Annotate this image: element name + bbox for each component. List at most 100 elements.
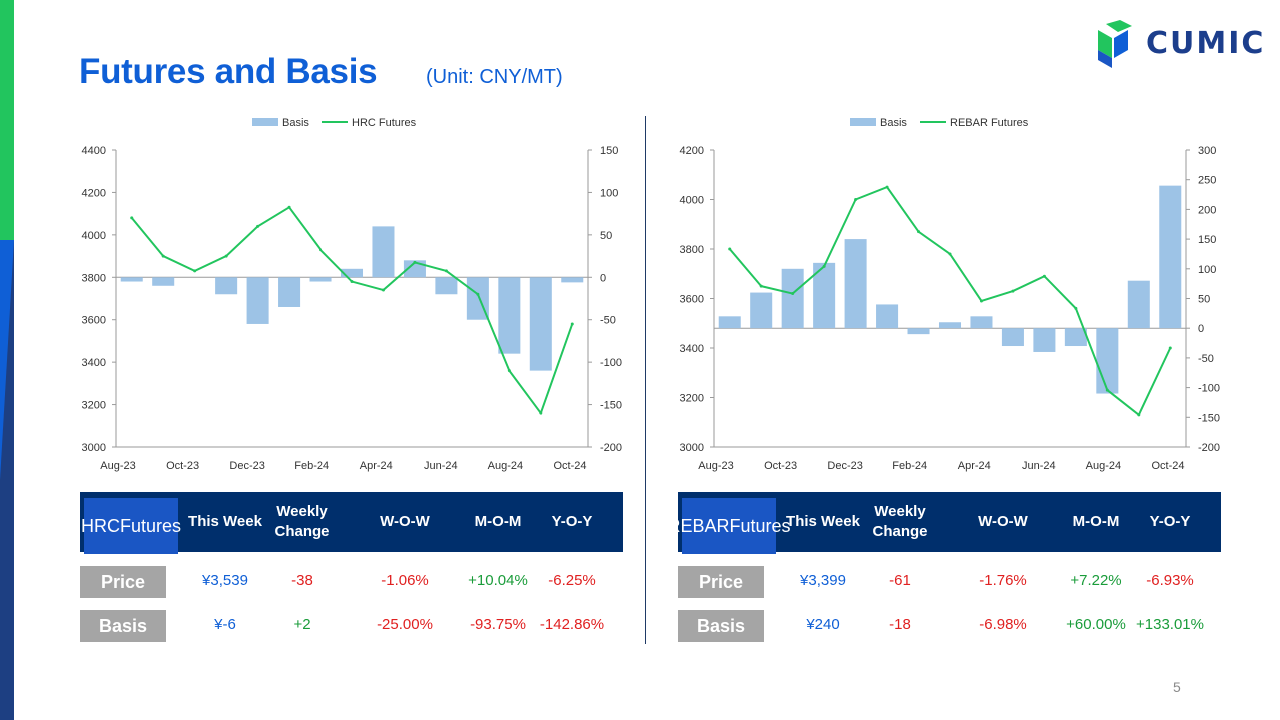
y-left-tick-label: 3600: [680, 294, 704, 306]
y-left-tick-label: 3800: [82, 272, 106, 284]
table-column-header: M-O-M: [1072, 513, 1120, 530]
chart-legend: Basis REBAR Futures: [850, 117, 1029, 129]
product-name-line: REBAR: [667, 515, 730, 536]
futures-point: [476, 292, 480, 296]
futures-point: [759, 284, 763, 288]
basis-bar: [340, 268, 364, 278]
table-cell: +10.04%: [468, 572, 528, 589]
table-cell: +2: [293, 616, 311, 633]
table-cell: -61: [889, 572, 911, 589]
y-right-tick-label: -100: [600, 357, 622, 369]
y-left-tick-label: 3200: [82, 400, 106, 412]
basis-bar: [970, 316, 993, 329]
table-column-header: Weekly Change: [274, 503, 330, 540]
x-tick-label: Aug-23: [698, 460, 733, 472]
basis-bar: [1159, 185, 1182, 329]
basis-bar: [781, 268, 804, 329]
futures-point: [1137, 413, 1141, 417]
x-tick-label: Aug-23: [100, 460, 135, 472]
y-left-tick-label: 3000: [82, 442, 106, 454]
x-tick-label: Oct-24: [1151, 460, 1184, 472]
hrc-futures-basis-chart: Basis HRC Futures 4400 4200 4000 3800 3600 3400…: [82, 117, 623, 472]
table-product-name: HRC Futures: [80, 498, 181, 554]
x-tick-label: Feb-24: [892, 460, 927, 472]
y-left-tick-label: 3400: [82, 357, 106, 369]
futures-point: [948, 252, 952, 256]
basis-bar: [372, 226, 395, 278]
y-right-tick-label: -50: [1198, 353, 1214, 365]
basis-bar: [844, 239, 867, 329]
basis-bar: [1127, 280, 1150, 329]
futures-point: [979, 299, 983, 303]
y-right-tick-label: 300: [1198, 145, 1216, 157]
product-name-line: HRC: [80, 515, 120, 536]
y-right-tick-label: 50: [1198, 294, 1210, 306]
basis-bar: [309, 277, 332, 282]
y-right-tick-label: 50: [600, 230, 612, 242]
x-tick-label: Dec-23: [827, 460, 862, 472]
cumic-logo: [1098, 20, 1132, 68]
logo-text: CUMIC: [1146, 26, 1266, 61]
x-tick-label: Aug-24: [1086, 460, 1121, 472]
table-cell: -6.25%: [548, 572, 596, 589]
futures-point: [1074, 306, 1078, 310]
y-left-tick-label: 3400: [680, 343, 704, 355]
x-tick-label: Oct-24: [553, 460, 586, 472]
table-cell: +133.01%: [1136, 616, 1204, 633]
table-cell: ¥3,539: [202, 572, 248, 589]
product-name-line: Futures: [729, 515, 791, 536]
futures-point: [130, 216, 134, 220]
futures-point: [507, 369, 511, 373]
futures-point: [854, 198, 858, 201]
futures-point: [444, 269, 448, 273]
futures-point: [917, 230, 921, 234]
left-accent-bar: [0, 0, 14, 720]
y-right-tick-label: 200: [1198, 204, 1216, 216]
table-cell: ¥-6: [214, 616, 236, 633]
table-column-header: Weekly Change: [872, 503, 928, 540]
basis-bar: [1001, 328, 1024, 347]
table-cell: ¥3,399: [800, 572, 846, 589]
y-left-tick-label: 4400: [82, 145, 106, 157]
y-left-tick-label: 3000: [680, 442, 704, 454]
table-cell: -25.00%: [377, 616, 433, 633]
x-tick-label: Oct-23: [166, 460, 199, 472]
basis-bar: [529, 277, 552, 371]
futures-point: [539, 411, 543, 415]
y-right-tick-label: -50: [600, 315, 616, 327]
y-right-tick-label: 150: [1198, 234, 1216, 246]
legend-label: Basis: [880, 117, 907, 129]
basis-bar: [813, 262, 836, 329]
y-left-tick-label: 4000: [82, 230, 106, 242]
vertical-divider: [645, 116, 646, 644]
x-tick-label: Jun-24: [1022, 460, 1056, 472]
legend-label: REBAR Futures: [950, 117, 1029, 129]
x-tick-label: Apr-24: [360, 460, 393, 472]
futures-point: [885, 185, 889, 189]
x-tick-label: Feb-24: [294, 460, 329, 472]
chart-legend: Basis HRC Futures: [252, 117, 417, 129]
y-right-tick-label: -200: [1198, 442, 1220, 454]
table-column-header: This Week: [786, 513, 860, 530]
basis-bar: [215, 277, 238, 295]
basis-bar: [152, 277, 175, 286]
table-cell: ¥240: [806, 616, 840, 633]
x-tick-label: Apr-24: [958, 460, 991, 472]
futures-point: [256, 224, 260, 228]
futures-point: [350, 280, 354, 284]
x-tick-label: Aug-24: [488, 460, 523, 472]
basis-bar: [498, 277, 521, 354]
futures-point: [1042, 274, 1046, 278]
basis-bar: [876, 304, 899, 329]
basis-bar: [1033, 328, 1056, 352]
rebar-futures-basis-chart: Basis REBAR Futures 4200 4000 3800 3600 3400 32…: [680, 117, 1221, 472]
basis-bar: [120, 277, 143, 282]
basis-bar: [435, 277, 458, 295]
table-column-header: This Week: [188, 513, 262, 530]
y-right-tick-label: -150: [600, 400, 622, 412]
basis-bar: [907, 328, 930, 335]
basis-bar: [750, 292, 773, 329]
futures-point: [287, 205, 291, 209]
row-label: Price: [678, 566, 764, 598]
futures-point: [381, 288, 385, 292]
